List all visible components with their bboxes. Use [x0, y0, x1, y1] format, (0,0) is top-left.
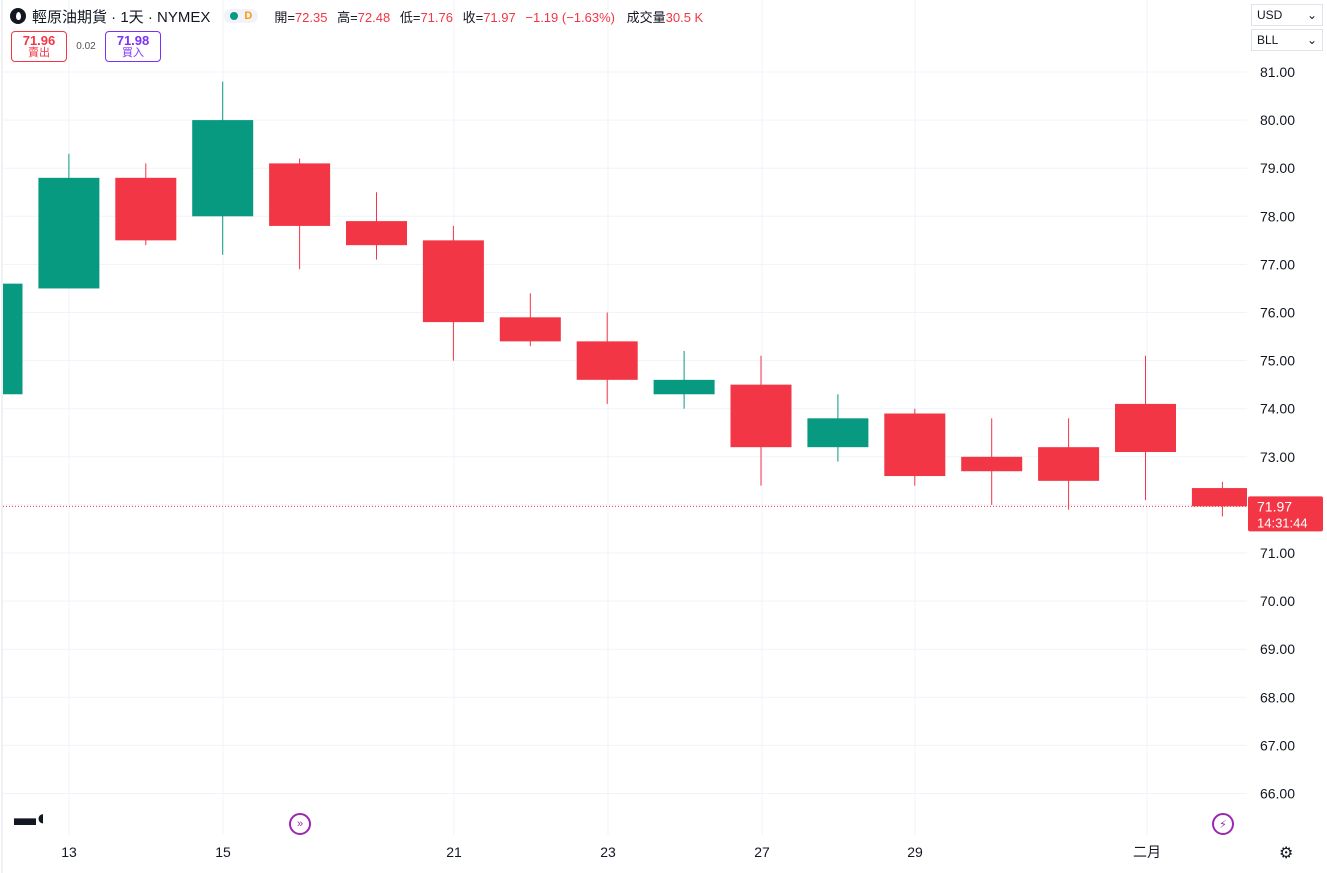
last-price-tag: [1248, 496, 1323, 532]
candle-body: [1115, 403, 1176, 452]
x-axis-tick-label: 29: [907, 844, 923, 860]
candle-body: [499, 317, 561, 342]
y-axis-tick-label: 68.00: [1260, 689, 1295, 705]
candle-body: [1191, 488, 1247, 507]
currency-value: USD: [1257, 8, 1283, 22]
open-label: 開=: [274, 9, 295, 25]
chevron-down-icon: ⌄: [1306, 8, 1317, 22]
currency-select[interactable]: USD ⌄: [1251, 4, 1323, 26]
y-axis-tick-label: 77.00: [1260, 256, 1295, 272]
low-label: 低=: [399, 9, 421, 25]
y-axis-tick-label: 71.00: [1260, 545, 1295, 561]
x-axis-tick-label: 二月: [1133, 844, 1161, 860]
y-axis-tick-label: 78.00: [1260, 208, 1295, 224]
sell-price: 71.96: [22, 32, 56, 48]
candle-body: [576, 341, 638, 380]
chevron-down-icon: ⌄: [1306, 33, 1317, 47]
tradingview-logo-icon[interactable]: ▬◖: [14, 805, 47, 830]
candle-body: [269, 163, 331, 226]
y-axis-tick-label: 73.00: [1260, 449, 1295, 465]
trade-buttons: 71.96 賣出 0.02 71.98 買入: [11, 31, 161, 62]
buy-price: 71.98: [116, 32, 150, 48]
x-axis-tick-label: 21: [446, 844, 462, 860]
chart-legend: 輕原油期貨 · 1天 · NYMEX D 開=72.35 高=72.48 低=7…: [10, 6, 709, 26]
open-value: 72.35: [294, 9, 328, 25]
x-axis-tick-label: 27: [754, 844, 770, 860]
low-value: 71.76: [420, 9, 453, 25]
high-label: 高=: [337, 9, 358, 25]
candle-body: [38, 177, 100, 289]
change-value: −1.19 (−1.63%): [525, 9, 615, 25]
x-axis-tick-label: 23: [600, 844, 616, 860]
market-status-badge[interactable]: D: [224, 9, 259, 23]
buy-button[interactable]: 71.98 買入: [105, 31, 161, 62]
y-axis-tick-label: 74.00: [1260, 401, 1295, 417]
candle-body: [3, 283, 23, 395]
x-axis-tick-label: 15: [215, 844, 231, 860]
bar-countdown: 14:31:44: [1257, 515, 1308, 530]
spread-value: 0.02: [76, 41, 96, 52]
candle-body: [1038, 447, 1100, 481]
candle-body: [884, 413, 946, 477]
y-axis-tick-label: 76.00: [1260, 305, 1295, 321]
buy-label: 買入: [122, 46, 144, 59]
y-axis-tick-label: 69.00: [1260, 641, 1295, 657]
y-axis-tick-label: 66.00: [1260, 786, 1295, 802]
candle-body: [192, 120, 254, 217]
market-open-dot-icon: [230, 12, 239, 20]
settings-icon[interactable]: ⚙: [1279, 845, 1294, 862]
y-axis-tick-label: 75.00: [1260, 353, 1295, 369]
candle-body: [961, 456, 1023, 472]
volume-label: 成交量: [626, 9, 666, 25]
candle-body: [346, 221, 407, 246]
candle-body: [653, 379, 715, 395]
ohlc-values: 開=72.35 高=72.48 低=71.76 收=71.97 −1.19 (−…: [274, 7, 709, 26]
lightning-icon[interactable]: ⚡: [1212, 813, 1234, 835]
close-label: 收=: [462, 9, 484, 25]
close-value: 71.97: [483, 9, 516, 25]
interval-badge: D: [244, 10, 253, 22]
candle-body: [807, 418, 869, 448]
high-value: 72.48: [357, 9, 391, 25]
y-axis-tick-label: 67.00: [1260, 737, 1295, 753]
volume-value: 30.5 K: [665, 9, 704, 25]
crude-oil-symbol-icon: [10, 8, 26, 24]
symbol-title[interactable]: 輕原油期貨 · 1天 · NYMEX: [32, 8, 211, 26]
last-price-value: 71.97: [1257, 498, 1292, 514]
y-axis-tick-label: 81.00: [1260, 64, 1295, 80]
candle-body: [730, 384, 792, 448]
goto-realtime-icon[interactable]: »: [289, 813, 311, 835]
candle-body: [115, 177, 177, 241]
unit-select[interactable]: BLL ⌄: [1251, 29, 1323, 51]
y-axis-tick-label: 79.00: [1260, 160, 1295, 176]
sell-button[interactable]: 71.96 賣出: [11, 31, 67, 62]
unit-value: BLL: [1257, 33, 1279, 47]
sell-label: 賣出: [28, 46, 50, 59]
x-axis-tick-label: 13: [61, 844, 77, 860]
candle-body: [422, 240, 484, 323]
y-axis-tick-label: 70.00: [1260, 593, 1295, 609]
y-axis-tick-label: 80.00: [1260, 112, 1295, 128]
